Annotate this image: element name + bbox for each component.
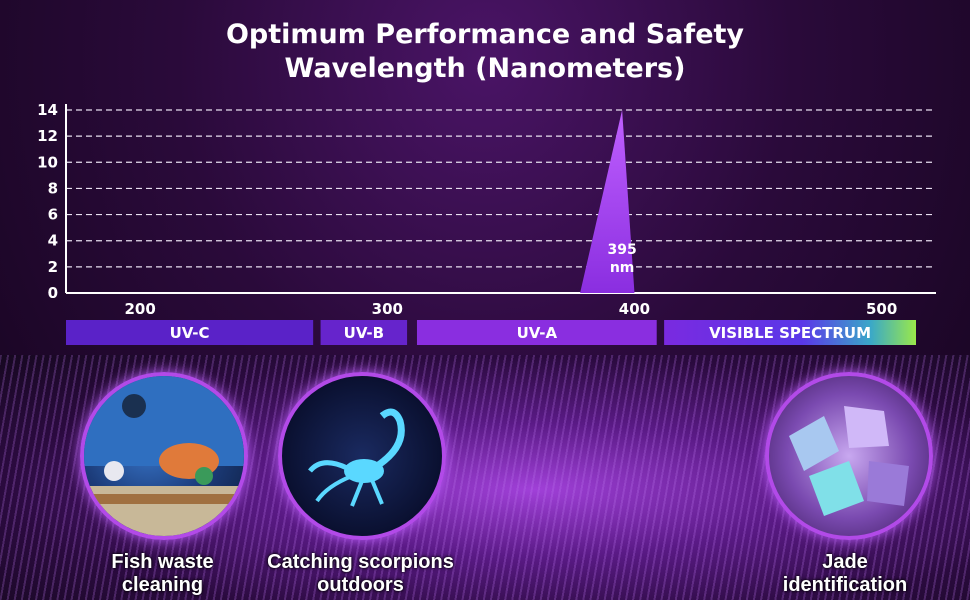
application-label-fish: Fish waste cleaning [70, 551, 255, 597]
application-label-scorpion: Catching scorpions outdoors [258, 551, 463, 597]
wavelength-chart: 0 2 4 6 8 10 12 14 200 300 400 500 395 nm UV-C UV-B UV… [37, 101, 936, 345]
jade-icon [765, 372, 933, 540]
peak-area-0 [580, 110, 635, 293]
y-tick-label: 10 [37, 153, 58, 171]
chart-title: Optimum Performance and Safety Wavelengt… [0, 18, 970, 86]
aquarium-icon [80, 372, 248, 540]
y-tick-label: 6 [48, 206, 58, 224]
y-tick-label: 14 [37, 101, 58, 119]
chart-title-line2: Wavelength (Nanometers) [284, 53, 686, 84]
band-label-uv-c: UV-C [170, 324, 210, 342]
application-label-scorpion-text: Catching scorpions outdoors [267, 551, 454, 596]
chart-title-line1: Optimum Performance and Safety [225, 19, 745, 50]
band-label-visible-spectrum: VISIBLE SPECTRUM [709, 324, 871, 342]
y-tick-label: 0 [48, 284, 58, 302]
band-uv-c [66, 320, 314, 345]
application-label-jade: Jade identification [760, 551, 930, 597]
band-uv-b [320, 320, 408, 345]
peak-label-unit: nm [610, 260, 635, 276]
band-label-uv-a: UV-A [517, 324, 558, 342]
chart-section: Optimum Performance and Safety Wavelengt… [0, 18, 970, 345]
y-tick-label: 2 [48, 258, 58, 276]
y-tick-label: 8 [48, 179, 58, 197]
scorpion-icon [278, 372, 446, 540]
x-tick-label: 200 [124, 300, 155, 318]
y-tick-label: 12 [37, 127, 58, 145]
application-label-jade-text: Jade identification [782, 551, 908, 596]
x-tick-label: 300 [372, 300, 403, 318]
band-label-uv-b: UV-B [344, 324, 384, 342]
band-uv-a [416, 320, 657, 345]
application-label-fish-text: Fish waste cleaning [111, 551, 214, 596]
x-tick-label: 400 [619, 300, 650, 318]
x-tick-label: 500 [866, 300, 897, 318]
applications-section: Fish waste cleaning Catching scorpions o… [0, 355, 970, 600]
y-tick-label: 4 [48, 232, 58, 250]
band-visible-spectrum [664, 320, 916, 345]
peak-label-value: 395 [607, 242, 636, 258]
